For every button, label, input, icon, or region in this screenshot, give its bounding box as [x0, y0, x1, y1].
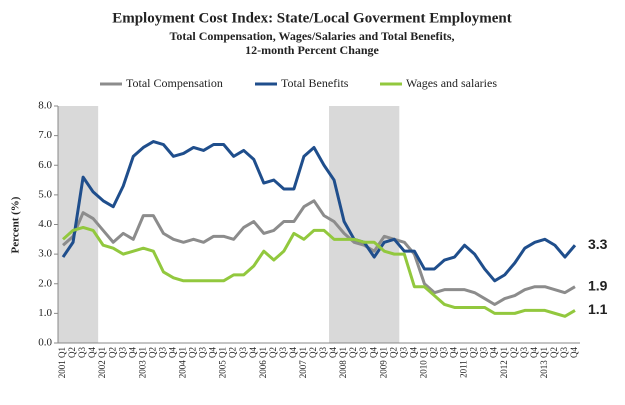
- x-tick-label: Q4: [489, 347, 499, 358]
- y-tick-label: 0.0: [38, 337, 52, 349]
- x-tick-label: Q2: [549, 347, 559, 358]
- x-tick-label: 2010 Q1: [418, 347, 428, 378]
- series-line: [62, 225, 576, 318]
- x-tick-label: Q4: [248, 347, 258, 358]
- x-tick-label: 2006 Q1: [258, 347, 268, 378]
- x-tick-label: 2001 Q1: [57, 347, 67, 378]
- x-tick-label: Q3: [77, 347, 87, 358]
- x-tick-label: 2011 Q1: [459, 347, 469, 378]
- x-tick-label: Q3: [198, 347, 208, 358]
- x-tick-label: Q3: [117, 347, 127, 358]
- x-tick-label: Q3: [439, 347, 449, 358]
- x-tick-label: 2009 Q1: [378, 347, 388, 378]
- x-tick-label: Q3: [318, 347, 328, 358]
- x-tick-label: Q4: [127, 347, 137, 358]
- x-tick-label: Q4: [328, 347, 338, 358]
- x-tick-label: Q2: [429, 347, 439, 358]
- x-tick-label: Q4: [408, 347, 418, 358]
- series-line: [62, 199, 576, 306]
- x-tick-label: Q2: [469, 347, 479, 358]
- x-tick-label: Q3: [398, 347, 408, 358]
- x-tick-label: Q4: [288, 347, 298, 358]
- x-tick-label: 2002 Q1: [97, 347, 107, 378]
- chart-subtitle: 12-month Percent Change: [245, 43, 379, 57]
- shaded-region: [329, 106, 400, 343]
- legend-label: Total Compensation: [126, 76, 223, 90]
- end-label: 1.1: [588, 301, 608, 317]
- x-tick-label: Q2: [67, 347, 77, 358]
- y-tick-label: 3.0: [38, 248, 52, 260]
- x-tick-label: Q4: [569, 347, 579, 358]
- y-tick-label: 2.0: [38, 277, 52, 289]
- x-tick-label: Q2: [228, 347, 238, 358]
- chart-subtitle: Total Compensation, Wages/Salaries and T…: [169, 29, 454, 43]
- x-tick-label: Q4: [529, 347, 539, 358]
- x-tick-label: Q4: [449, 347, 459, 358]
- x-tick-label: Q2: [388, 347, 398, 358]
- x-tick-label: Q3: [157, 347, 167, 358]
- x-tick-label: Q4: [208, 347, 218, 358]
- x-tick-label: Q2: [188, 347, 198, 358]
- x-tick-label: Q3: [278, 347, 288, 358]
- y-tick-label: 8.0: [38, 100, 52, 112]
- x-tick-label: Q3: [479, 347, 489, 358]
- x-tick-label: Q2: [308, 347, 318, 358]
- x-tick-label: 2003 Q1: [137, 347, 147, 378]
- x-tick-label: Q3: [519, 347, 529, 358]
- x-tick-label: Q4: [368, 347, 378, 358]
- legend-label: Total Benefits: [281, 76, 349, 90]
- x-tick-label: Q3: [358, 347, 368, 358]
- y-axis-label: Percent (%): [10, 196, 22, 253]
- y-tick-label: 4.0: [38, 218, 52, 230]
- y-tick-label: 1.0: [38, 307, 52, 319]
- y-tick-label: 5.0: [38, 188, 52, 200]
- x-tick-label: Q3: [238, 347, 248, 358]
- x-tick-label: 2005 Q1: [218, 347, 228, 378]
- series-line: [61, 140, 577, 283]
- x-tick-label: Q3: [559, 347, 569, 358]
- end-label: 3.3: [588, 236, 608, 252]
- x-tick-label: Q2: [509, 347, 519, 358]
- end-label: 1.9: [588, 277, 608, 293]
- y-tick-label: 7.0: [38, 129, 52, 141]
- x-tick-label: Q2: [268, 347, 278, 358]
- x-tick-label: Q2: [348, 347, 358, 358]
- y-tick-label: 6.0: [38, 159, 52, 171]
- legend-label: Wages and salaries: [406, 76, 497, 90]
- chart-title: Employment Cost Index: State/Local Gover…: [112, 10, 512, 26]
- x-tick-label: 2012 Q1: [499, 347, 509, 378]
- x-tick-label: 2004 Q1: [178, 347, 188, 378]
- x-tick-label: 2013 Q1: [539, 347, 549, 378]
- x-tick-label: Q4: [87, 347, 97, 358]
- x-tick-label: Q2: [147, 347, 157, 358]
- x-tick-label: Q2: [107, 347, 117, 358]
- x-tick-label: Q4: [168, 347, 178, 358]
- x-tick-label: 2007 Q1: [298, 347, 308, 378]
- x-tick-label: 2008 Q1: [338, 347, 348, 378]
